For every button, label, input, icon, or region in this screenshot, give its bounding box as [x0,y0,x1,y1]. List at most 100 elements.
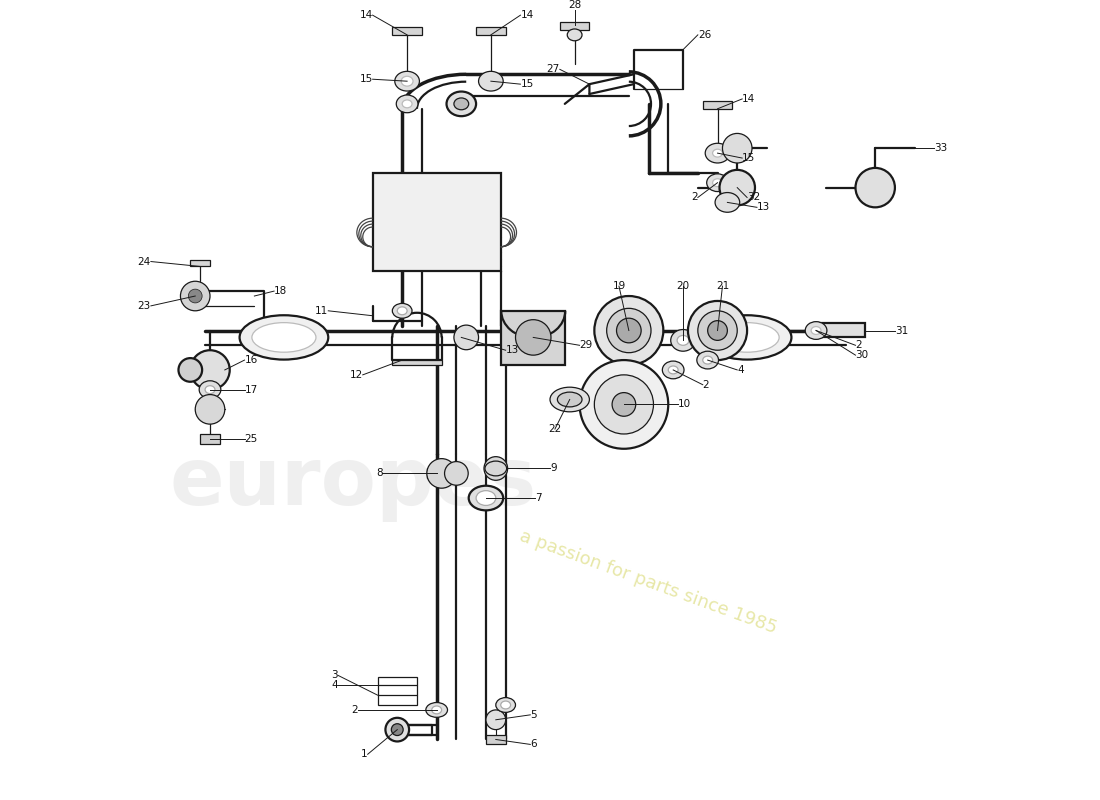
Ellipse shape [811,326,821,334]
Circle shape [195,394,224,424]
Text: 2: 2 [691,193,697,202]
Bar [476,27,506,35]
Bar [560,22,590,30]
Ellipse shape [715,322,779,352]
Ellipse shape [706,174,728,191]
Bar [500,311,564,365]
Text: 8: 8 [376,469,383,478]
Text: 7: 7 [536,493,542,503]
Ellipse shape [558,392,582,407]
Bar [393,27,422,35]
Ellipse shape [805,322,827,339]
Circle shape [723,134,752,163]
Circle shape [594,375,653,434]
Text: 18: 18 [274,286,287,296]
Ellipse shape [713,178,723,186]
Text: 32: 32 [747,193,760,202]
Ellipse shape [431,706,441,714]
Text: 2: 2 [856,340,862,350]
Ellipse shape [396,95,418,113]
Ellipse shape [454,325,478,350]
Circle shape [190,350,230,390]
Ellipse shape [199,381,221,398]
Text: 14: 14 [742,94,756,104]
Text: 15: 15 [360,74,373,84]
Ellipse shape [669,366,678,374]
Text: 23: 23 [138,301,151,311]
Ellipse shape [496,698,516,712]
Bar [190,259,210,266]
Ellipse shape [715,193,739,212]
Text: 13: 13 [757,202,770,212]
Circle shape [392,724,404,735]
Circle shape [427,458,456,488]
Text: 11: 11 [315,306,328,316]
Ellipse shape [454,98,469,110]
Text: 4: 4 [331,680,338,690]
Text: 4: 4 [737,365,744,375]
Bar [377,695,417,705]
Text: 15: 15 [742,153,756,163]
Circle shape [444,462,469,486]
Ellipse shape [671,330,695,351]
Ellipse shape [426,702,448,718]
Ellipse shape [678,335,689,346]
Circle shape [516,320,551,355]
Ellipse shape [447,91,476,116]
Text: 27: 27 [547,64,560,74]
Ellipse shape [688,301,747,360]
Text: 20: 20 [676,281,690,291]
Bar [373,173,500,271]
Text: 19: 19 [613,281,626,291]
Ellipse shape [594,296,663,365]
Bar [816,322,866,338]
Ellipse shape [550,387,590,412]
Ellipse shape [607,308,651,353]
Bar [393,360,441,365]
Circle shape [486,710,506,730]
Ellipse shape [568,29,582,41]
Ellipse shape [476,490,496,506]
Text: 30: 30 [856,350,869,360]
Ellipse shape [402,76,412,86]
Text: 12: 12 [350,370,363,380]
Text: 16: 16 [244,355,257,365]
Bar [200,434,220,444]
Text: 5: 5 [530,710,537,720]
Ellipse shape [616,318,641,343]
Text: 9: 9 [550,463,557,474]
Bar [377,678,417,686]
Ellipse shape [500,701,510,709]
Ellipse shape [707,321,727,340]
Bar [703,101,733,109]
Text: 10: 10 [678,399,691,410]
Ellipse shape [395,71,419,91]
Text: 17: 17 [244,385,257,394]
Ellipse shape [397,307,407,314]
Text: 13: 13 [506,346,519,355]
Ellipse shape [469,486,503,510]
Ellipse shape [393,303,412,318]
Text: 24: 24 [138,257,151,266]
Text: 14: 14 [360,10,373,20]
Ellipse shape [662,361,684,379]
Text: 14: 14 [520,10,534,20]
Text: 3: 3 [331,670,338,681]
Text: 2: 2 [351,705,358,715]
Circle shape [612,393,636,416]
Text: 15: 15 [520,79,534,89]
Ellipse shape [696,351,718,369]
Ellipse shape [252,322,316,352]
Text: 6: 6 [530,739,537,750]
Text: 31: 31 [895,326,909,335]
Circle shape [580,360,669,449]
Circle shape [484,457,507,480]
Circle shape [180,282,210,311]
Ellipse shape [485,461,507,476]
Circle shape [385,718,409,742]
Ellipse shape [240,315,328,359]
Ellipse shape [705,143,729,163]
Text: 1: 1 [361,750,367,759]
Text: 25: 25 [244,434,257,444]
Circle shape [178,358,202,382]
